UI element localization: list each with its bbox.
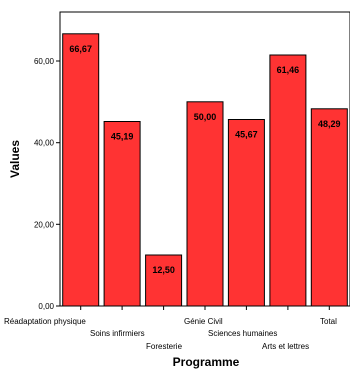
bar-4 [227, 119, 265, 307]
y-axis-title: Values [8, 140, 22, 178]
data-label-3: 50,00 [194, 112, 217, 122]
x-tick-label-4: Sciences humaines [208, 329, 277, 338]
bar-0 [62, 33, 100, 307]
data-label-1: 45,19 [111, 132, 134, 142]
x-tick-label-1: Soins infirmiers [90, 329, 145, 338]
data-label-5: 61,46 [277, 65, 300, 75]
bar-6 [310, 108, 348, 307]
bar-5 [269, 54, 307, 307]
y-axis: 0,00 20,00 40,00 60,00 [34, 57, 60, 311]
data-labels-layer: 66,67 45,19 12,50 50,00 45,67 61,46 48,29 [69, 44, 340, 275]
x-axis: Réadaptation physique Soins infirmiersFor… [4, 306, 337, 351]
data-label-6: 48,29 [318, 119, 341, 129]
bar-3 [186, 101, 224, 307]
data-label-2: 12,50 [152, 265, 175, 275]
y-tick-label-3: 60,00 [34, 57, 55, 66]
x-tick-label-0: Réadaptation physique [4, 317, 86, 326]
x-tick-label-3: Génie Civil [184, 317, 223, 326]
y-tick-label-0: 0,00 [38, 302, 54, 311]
x-tick-label-5: Arts et lettres [262, 342, 309, 351]
data-label-0: 66,67 [69, 44, 92, 54]
x-tick-label-6: Total [320, 317, 337, 326]
y-tick-label-2: 40,00 [34, 139, 55, 148]
data-label-4: 45,67 [235, 130, 258, 140]
y-tick-label-1: 20,00 [34, 220, 55, 229]
x-axis-title: Programme [173, 355, 240, 369]
x-tick-label-2: Foresterie [146, 342, 183, 351]
bar-2 [145, 254, 183, 307]
bar-1 [103, 121, 141, 307]
